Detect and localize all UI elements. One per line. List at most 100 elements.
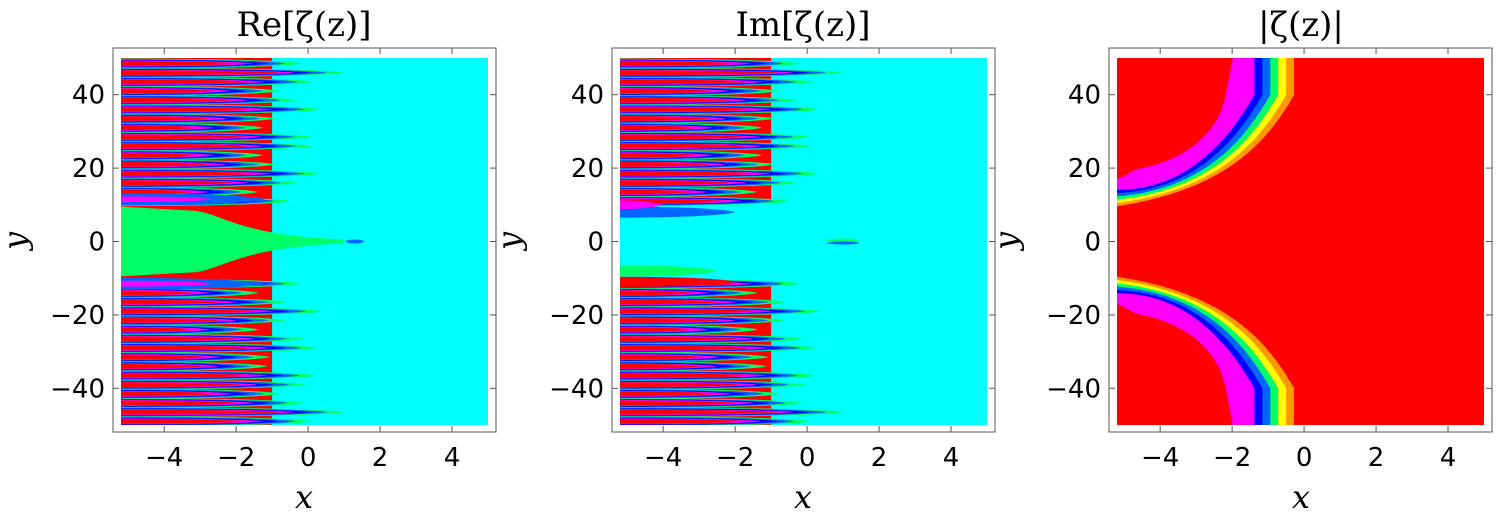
contour-finger xyxy=(121,97,232,103)
plot-frame xyxy=(611,47,996,433)
contour-finger xyxy=(121,382,242,387)
y-tick-label: 40 xyxy=(571,81,604,111)
y-tick-label: −40 xyxy=(549,374,604,404)
contour-finger xyxy=(121,299,222,305)
contour-finger xyxy=(620,152,698,158)
x-tick-label: 2 xyxy=(1368,443,1385,473)
contour-finger xyxy=(121,88,215,94)
contour-finger xyxy=(121,336,239,342)
panel-title: Re[ζ(z)] xyxy=(236,5,371,45)
contour-finger xyxy=(121,363,203,369)
x-axis-label: x xyxy=(295,478,313,516)
panel-title: Im[ζ(z)] xyxy=(735,5,870,45)
x-tick-label: 2 xyxy=(372,443,389,473)
band-lower-core xyxy=(121,280,215,287)
plot-area xyxy=(121,58,488,425)
panel-title: |ζ(z)| xyxy=(1258,5,1344,45)
contour-finger xyxy=(620,189,693,195)
contour-finger xyxy=(121,152,199,158)
y-tick-label: 0 xyxy=(88,228,105,258)
contour-finger xyxy=(121,180,233,186)
y-tick-label: −40 xyxy=(50,374,105,404)
x-tick-label: 2 xyxy=(871,443,888,473)
red-corner-lower xyxy=(1117,303,1218,425)
y-tick-label: 40 xyxy=(1068,81,1101,111)
contour-finger xyxy=(620,107,756,112)
contour-finger xyxy=(620,171,755,176)
band-upper-core xyxy=(620,200,664,210)
contour-finger xyxy=(620,382,741,387)
y-axis-label: y xyxy=(987,231,1025,252)
y-tick-label: 20 xyxy=(1068,154,1101,184)
plot-frame xyxy=(1108,47,1493,433)
contour-finger xyxy=(121,61,237,66)
contour-finger xyxy=(121,290,194,296)
band-upper xyxy=(620,206,736,218)
y-tick-label: 40 xyxy=(72,81,105,111)
contour-finger xyxy=(620,290,693,296)
band-lower xyxy=(620,265,718,277)
contour-finger xyxy=(620,61,736,66)
contour-finger xyxy=(121,391,217,397)
contour-finger xyxy=(121,189,194,195)
x-tick-label: −2 xyxy=(716,443,754,473)
contour-finger xyxy=(121,116,212,121)
contour-finger xyxy=(620,318,720,323)
x-tick-label: −4 xyxy=(1141,443,1179,473)
contour-finger xyxy=(121,143,248,149)
x-tick-label: −2 xyxy=(217,443,255,473)
small-ellipse xyxy=(827,241,860,245)
contour-finger xyxy=(121,373,252,378)
y-tick-label: −40 xyxy=(1046,374,1101,404)
x-axis-label: x xyxy=(1292,478,1310,516)
contour-finger xyxy=(121,171,256,176)
contour-finger xyxy=(620,70,778,75)
contour-finger xyxy=(620,419,746,424)
y-tick-label: −20 xyxy=(50,301,105,331)
small-ellipse-top xyxy=(827,238,860,243)
band-upper-core xyxy=(121,196,215,203)
plot-frame xyxy=(112,47,497,433)
contour-finger xyxy=(121,419,247,424)
x-axis-label: x xyxy=(794,478,812,516)
contour-finger xyxy=(620,97,731,103)
x-tick-label: −2 xyxy=(1213,443,1251,473)
abs-contour-band-lower xyxy=(1117,293,1255,425)
contour-finger xyxy=(620,299,721,305)
contour-finger xyxy=(121,125,199,131)
x-tick-label: 0 xyxy=(1296,443,1313,473)
contour-finger xyxy=(620,116,711,121)
contour-finger xyxy=(121,308,258,314)
contour-finger xyxy=(121,70,279,75)
x-tick-label: 4 xyxy=(943,443,960,473)
x-tick-label: −4 xyxy=(644,443,682,473)
contour-finger xyxy=(121,79,250,85)
contour-finger xyxy=(620,354,705,360)
contour-finger xyxy=(620,363,702,369)
plot-area xyxy=(620,58,987,425)
contour-finger xyxy=(620,345,753,351)
band-lower-core xyxy=(620,276,736,288)
contour-finger xyxy=(121,327,195,332)
contour-finger xyxy=(620,79,749,85)
x-tick-label: 4 xyxy=(1440,443,1457,473)
x-tick-label: −4 xyxy=(145,443,183,473)
contour-finger xyxy=(620,143,747,149)
contour-finger xyxy=(620,391,716,397)
y-tick-label: 20 xyxy=(571,154,604,184)
contour-finger xyxy=(121,354,206,360)
y-axis-label: y xyxy=(0,231,34,252)
contour-finger xyxy=(620,336,738,342)
contour-finger xyxy=(121,134,247,140)
y-tick-label: 0 xyxy=(1084,228,1101,258)
contour-finger xyxy=(620,400,738,406)
contour-finger xyxy=(620,373,751,378)
center-band xyxy=(121,206,345,277)
contour-finger xyxy=(620,409,779,415)
